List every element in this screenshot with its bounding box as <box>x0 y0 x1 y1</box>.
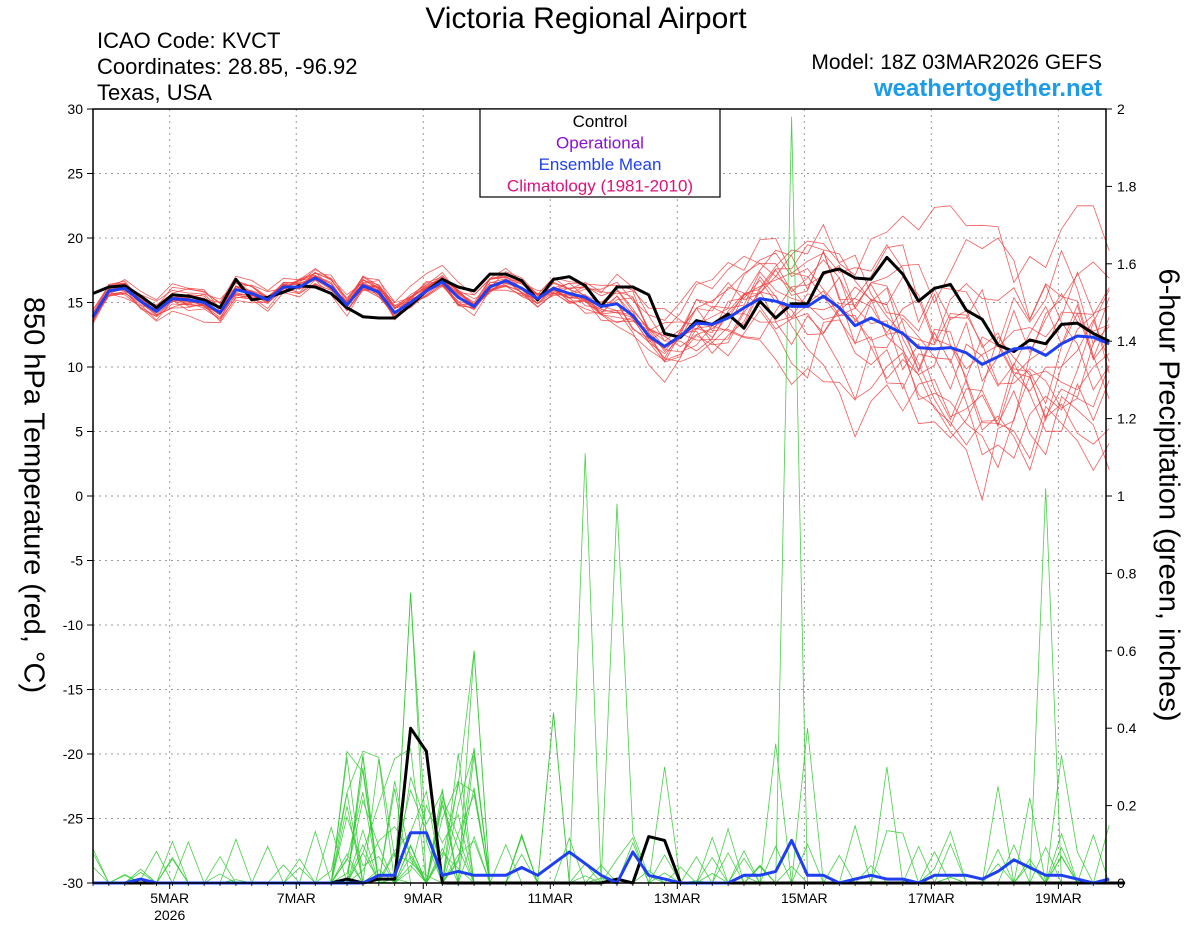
member-temperature-line <box>92 249 1110 391</box>
x-tick-label: 11MAR <box>527 890 573 906</box>
member-precipitation-line <box>93 750 1110 885</box>
member-precipitation-line <box>93 755 1110 884</box>
legend-entry: Climatology (1981-2010) <box>507 177 693 196</box>
y-tick-label-right: 1.2 <box>1117 411 1137 427</box>
coordinates: Coordinates: 28.85, -96.92 <box>97 54 358 79</box>
member-temperature-line <box>92 275 1110 390</box>
member-temperature-line <box>92 240 1110 409</box>
y-tick-label-left: 15 <box>67 295 83 311</box>
y-tick-label-right: 1 <box>1117 488 1125 504</box>
y-tick-label-right: 0.8 <box>1117 565 1137 581</box>
member-temperature-line <box>92 249 1110 472</box>
site-link[interactable]: weathertogether.net <box>873 75 1102 102</box>
member-precipitation-line <box>93 650 1110 884</box>
y-tick-label-left: 20 <box>67 230 83 246</box>
model-label: Model: 18Z 03MAR2026 GEFS <box>811 51 1102 74</box>
icao-code: ICAO Code: KVCT <box>97 28 281 53</box>
x-tick-label: 17MAR <box>908 890 955 906</box>
year-label: 2026 <box>154 907 185 923</box>
y-tick-label-left: -30 <box>63 875 83 891</box>
legend-box <box>479 108 721 198</box>
x-tick-label: 19MAR <box>1035 890 1082 906</box>
grid <box>93 109 1106 883</box>
member-precipitation-line <box>92 757 1110 885</box>
y-tick-label-left: 5 <box>75 424 83 440</box>
y-tick-label-left: 30 <box>67 101 83 117</box>
y-tick-label-left: -20 <box>63 746 83 762</box>
y-tick-label-right: 0 <box>1117 875 1125 891</box>
control-temperature-line <box>92 255 1110 353</box>
member-precipitation-line <box>93 795 1110 884</box>
y-tick-label-left: -10 <box>63 617 83 633</box>
x-tick-label: 13MAR <box>654 890 701 906</box>
member-precipitation-line <box>93 592 1110 884</box>
member-precipitation-line <box>93 116 1110 885</box>
y-tick-label-right: 0.2 <box>1117 798 1137 814</box>
y-tick-label-right: 1.4 <box>1117 333 1137 349</box>
member-precipitation-line <box>92 712 1110 884</box>
member-precipitation-line <box>93 503 1110 884</box>
ensemble-mean-temperature-line <box>91 276 1110 366</box>
member-precipitation-line <box>93 453 1110 884</box>
member-precipitation-line <box>93 755 1110 885</box>
member-temperature-line <box>92 205 1110 354</box>
y-tick-label-left: -5 <box>71 553 84 569</box>
region: Texas, USA <box>97 80 212 105</box>
member-temperature-line <box>92 237 1110 400</box>
member-precipitation-line <box>93 592 1110 884</box>
member-precipitation-line <box>93 650 1110 884</box>
member-temperature-line <box>92 268 1110 446</box>
ensemble-members <box>92 116 1110 885</box>
y-tick-label-left: 25 <box>67 166 83 182</box>
member-precipitation-line <box>93 747 1110 884</box>
legend: Control Operational Ensemble Mean Climatolo… <box>479 108 721 198</box>
series-lines <box>91 255 1126 885</box>
x-tick-label: 5MAR <box>150 890 189 906</box>
y-tick-label-left: -25 <box>63 811 83 827</box>
y-tick-label-right: 2 <box>1117 101 1125 117</box>
x-tick-label: 7MAR <box>277 890 316 906</box>
control-precipitation-line <box>93 726 1126 885</box>
y-tick-label-left: 0 <box>75 488 83 504</box>
legend-entry: Operational <box>556 134 644 153</box>
axes: 302520151050-5-10-15-20-25-3021.81.61.41… <box>63 101 1137 923</box>
legend-entry: Ensemble Mean <box>539 155 662 174</box>
ensemble-mean-precipitation-line <box>93 831 1110 885</box>
y-tick-label-left: -15 <box>63 682 83 698</box>
member-precipitation-line <box>93 712 1110 884</box>
y-tick-label-right: 0.6 <box>1117 643 1137 659</box>
member-temperature-line <box>92 238 1110 405</box>
member-precipitation-line <box>93 788 1110 884</box>
member-precipitation-line <box>93 743 1110 885</box>
member-precipitation-line <box>92 488 1110 885</box>
x-tick-label: 15MAR <box>781 890 828 906</box>
x-tick-label: 9MAR <box>404 890 443 906</box>
y-tick-label-left: 10 <box>67 359 83 375</box>
legend-entry: Control <box>573 112 628 131</box>
member-temperature-line <box>92 244 1110 445</box>
y-tick-label-right: 1.6 <box>1117 256 1137 272</box>
y-tick-label-right: 1.8 <box>1117 178 1137 194</box>
chart-title: Victoria Regional Airport <box>425 2 747 35</box>
y-tick-label-right: 0.4 <box>1117 720 1137 736</box>
